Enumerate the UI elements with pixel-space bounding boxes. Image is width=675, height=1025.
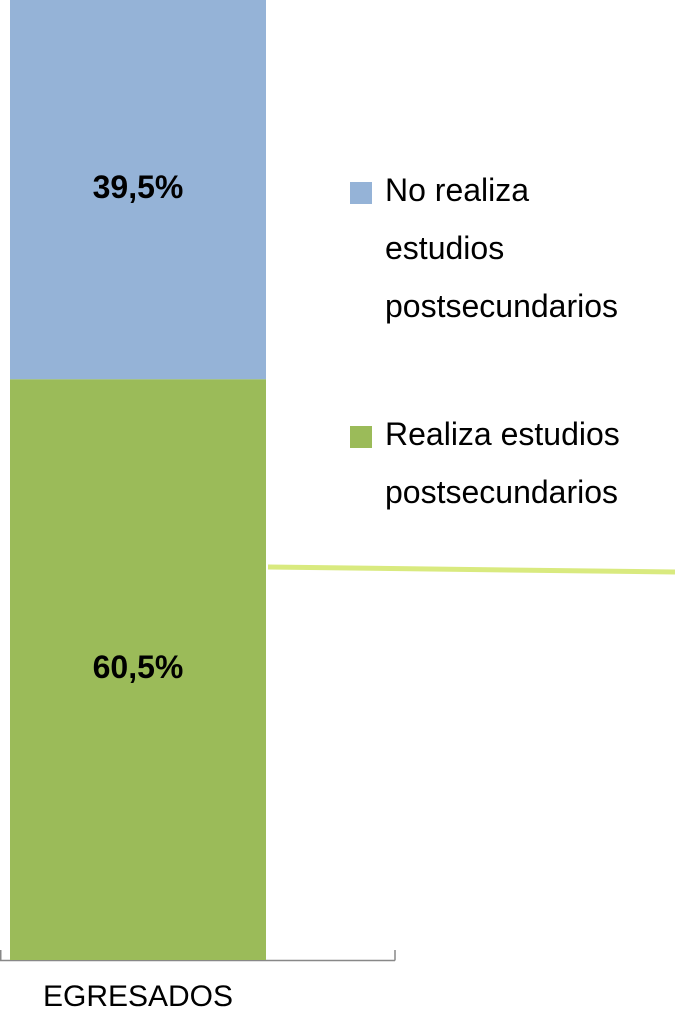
legend-line: postsecundarios — [385, 288, 618, 324]
legend-label: No realiza estudios postsecundarios — [385, 172, 618, 324]
bar-segment — [10, 379, 266, 960]
legend-label: Realiza estudios postsecundarios — [385, 416, 620, 510]
legend-line: Realiza estudios — [385, 416, 620, 452]
decoration-line — [267, 564, 675, 575]
legend-swatch — [350, 182, 372, 204]
legend-line: No realiza — [385, 172, 529, 208]
data-label: 60,5% — [93, 649, 184, 685]
x-tick-label: EGRESADOS — [43, 980, 233, 1013]
legend-line: estudios — [385, 230, 504, 266]
legend-swatch — [350, 426, 372, 448]
legend-line: postsecundarios — [385, 474, 618, 510]
bar-segment — [10, 0, 266, 380]
data-label: 39,5% — [93, 169, 184, 205]
